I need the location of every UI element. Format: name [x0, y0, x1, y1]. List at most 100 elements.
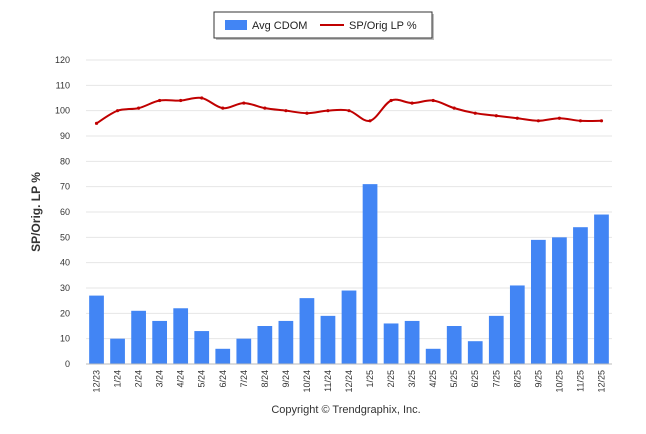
bar [110, 338, 125, 364]
line-point [200, 96, 204, 100]
bar [383, 323, 399, 364]
line-point [326, 109, 330, 113]
line-series-sp-orig-lp [94, 96, 604, 125]
bar [89, 295, 104, 364]
line-point [137, 106, 141, 110]
y-axis-title: SP/Orig. LP % [29, 172, 43, 252]
legend-label-avg-cdom: Avg CDOM [252, 20, 307, 32]
bar [131, 310, 146, 364]
copyright-text: Copyright © Trendgraphix, Inc. [271, 404, 420, 416]
bar [404, 320, 420, 364]
line-point [179, 98, 183, 103]
bar [257, 326, 273, 364]
bar [362, 184, 378, 364]
y-tick-label: 80 [60, 156, 70, 166]
line-point [515, 116, 519, 120]
x-tick-label: 2/24 [134, 370, 144, 388]
line-point [221, 106, 225, 110]
legend-label-sp-orig-lp: SP/Orig LP % [349, 20, 417, 32]
bar [236, 338, 252, 364]
y-tick-label: 30 [60, 283, 70, 293]
line-point [578, 119, 583, 123]
y-tick-label: 40 [60, 258, 70, 268]
legend-swatch-avg-cdom [225, 20, 247, 30]
x-tick-label: 2/25 [386, 370, 396, 388]
x-tick-label: 1/25 [365, 370, 375, 388]
line-point [599, 119, 604, 123]
x-tick-label: 12/24 [344, 370, 354, 393]
x-tick-label: 6/24 [218, 370, 228, 388]
bar [173, 308, 189, 364]
x-tick-label: 4/24 [176, 370, 186, 388]
bar [152, 320, 168, 364]
y-tick-label: 0 [65, 359, 70, 369]
line-point [494, 114, 498, 118]
y-tick-label: 20 [60, 308, 70, 318]
x-tick-label: 3/24 [155, 370, 165, 388]
y-tick-label: 90 [60, 131, 70, 141]
x-tick-label: 9/24 [281, 370, 291, 388]
x-tick-label: 10/25 [554, 370, 564, 393]
x-tick-label: 7/25 [491, 370, 501, 388]
bar [594, 214, 609, 364]
y-tick-label: 60 [60, 207, 70, 217]
bar [341, 290, 357, 364]
legend: Avg CDOM SP/Orig LP % [213, 11, 434, 40]
bar [552, 237, 567, 364]
x-tick-label: 8/24 [260, 370, 270, 388]
x-tick-label: 1/24 [113, 370, 123, 388]
y-tick-label: 10 [60, 334, 70, 344]
bar-series-avg-cdom [89, 184, 609, 364]
x-tick-label: 7/24 [239, 370, 249, 388]
y-axis-ticks: 0 10 20 30 40 50 60 70 80 90 100 110 120 [55, 55, 70, 369]
line-point [158, 98, 162, 103]
y-tick-label: 120 [55, 55, 70, 65]
bar [278, 320, 294, 364]
line-point [368, 119, 372, 123]
bar [215, 348, 231, 364]
bar [299, 298, 315, 364]
x-axis-ticks: 12/23 1/24 2/24 3/24 4/24 5/24 6/24 7/24 8/24 9/2… [92, 370, 607, 393]
y-tick-label: 100 [55, 106, 70, 116]
line-point [410, 101, 414, 105]
bar [320, 315, 336, 364]
line-point [263, 106, 267, 110]
line-point [284, 109, 288, 113]
x-tick-label: 10/24 [302, 370, 312, 393]
x-tick-label: 3/25 [407, 370, 417, 388]
bar [467, 341, 483, 364]
line-point [452, 106, 456, 110]
line-point [94, 121, 99, 125]
x-tick-label: 12/23 [92, 370, 102, 393]
bar [530, 239, 546, 364]
line-point [242, 101, 246, 105]
x-tick-label: 5/25 [449, 370, 459, 388]
y-tick-label: 50 [60, 232, 70, 242]
y-tick-label: 110 [56, 80, 70, 90]
bar [573, 227, 588, 364]
x-tick-label: 8/25 [512, 370, 522, 388]
bar [488, 315, 504, 364]
bar [194, 331, 210, 364]
bar [446, 326, 462, 364]
bar [509, 285, 525, 364]
x-tick-label: 9/25 [533, 370, 543, 388]
line-point [473, 111, 477, 115]
line-point [389, 98, 393, 103]
line-point [536, 119, 540, 123]
line-point [115, 109, 120, 113]
line-point [305, 111, 309, 115]
x-tick-label: 11/24 [323, 370, 333, 392]
line-point [347, 109, 351, 113]
y-tick-label: 70 [60, 182, 70, 192]
x-tick-label: 6/25 [470, 370, 480, 388]
x-tick-label: 12/25 [596, 370, 606, 393]
x-tick-label: 5/24 [197, 370, 207, 388]
x-tick-label: 4/25 [428, 370, 438, 388]
bar [425, 348, 441, 364]
line-point [431, 98, 435, 103]
line-point [557, 116, 562, 120]
x-tick-label: 11/25 [575, 370, 585, 392]
